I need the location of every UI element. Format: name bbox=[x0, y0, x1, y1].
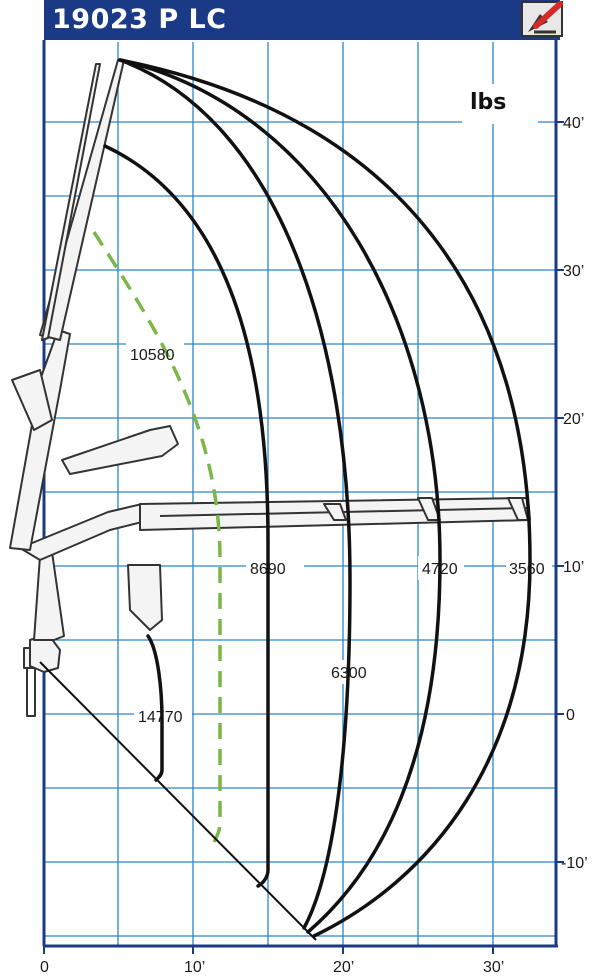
model-title: 19023 P LC bbox=[52, 4, 227, 35]
curve-14770 bbox=[146, 634, 164, 782]
curve-6300 bbox=[118, 58, 352, 930]
crane-logo-icon bbox=[521, 1, 563, 37]
curve-label-10580: 10580 bbox=[130, 347, 175, 364]
chart-frame bbox=[42, 40, 558, 948]
y-tick-label: 20’ bbox=[563, 411, 584, 428]
curve-4720 bbox=[118, 58, 442, 934]
x-tick-label: 0 bbox=[40, 959, 49, 976]
title-bar bbox=[44, 0, 560, 40]
curve-8690 bbox=[103, 144, 270, 888]
base-line bbox=[39, 661, 317, 941]
curve-10580 bbox=[92, 231, 222, 843]
unit-label: lbs bbox=[470, 90, 506, 115]
x-tick-label: 20’ bbox=[333, 959, 354, 976]
curve-label-3560: 3560 bbox=[509, 561, 545, 578]
crane-illustration bbox=[9, 59, 531, 717]
y-tick-label: 10’ bbox=[563, 559, 584, 576]
y-tick-label: 0 bbox=[566, 707, 575, 724]
curve-label-6300: 6300 bbox=[331, 665, 367, 682]
grid bbox=[44, 42, 556, 946]
y-tick-label: 30’ bbox=[563, 263, 584, 280]
curve-label-4720: 4720 bbox=[422, 561, 458, 578]
y-tick-label: 40’ bbox=[563, 115, 584, 132]
y-tick-label: -10’ bbox=[561, 855, 588, 872]
curve-label-14770: 14770 bbox=[138, 709, 183, 726]
curve-label-8690: 8690 bbox=[250, 561, 286, 578]
curve-3560 bbox=[118, 58, 532, 938]
x-tick-label: 10’ bbox=[184, 959, 205, 976]
x-tick-label: 30’ bbox=[483, 959, 504, 976]
